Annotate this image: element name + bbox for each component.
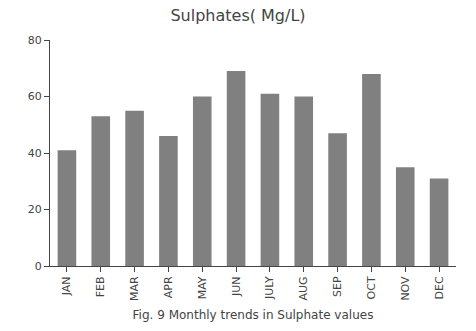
svg-text:Sulphates( Mg/L): Sulphates( Mg/L) — [170, 6, 305, 25]
svg-text:JAN: JAN — [60, 276, 73, 296]
svg-text:0: 0 — [35, 260, 42, 273]
svg-text:DEC: DEC — [433, 276, 446, 299]
svg-text:OCT: OCT — [365, 276, 378, 299]
svg-text:Fig. 9 Monthly trends in Sulph: Fig. 9 Monthly trends in Sulphate values — [133, 308, 374, 322]
svg-text:60: 60 — [28, 90, 42, 103]
svg-text:AUG: AUG — [297, 276, 310, 300]
svg-text:40: 40 — [28, 147, 42, 160]
svg-text:JULY: JULY — [263, 276, 276, 300]
svg-text:JUN: JUN — [230, 276, 243, 297]
svg-text:NOV: NOV — [399, 276, 412, 301]
svg-text:80: 80 — [28, 34, 42, 47]
svg-text:FEB: FEB — [94, 276, 107, 297]
svg-text:MAY: MAY — [196, 276, 209, 299]
svg-text:SEP: SEP — [331, 276, 344, 297]
svg-text:MAR: MAR — [128, 276, 141, 301]
svg-text:20: 20 — [28, 203, 42, 216]
svg-text:APR: APR — [162, 276, 175, 298]
